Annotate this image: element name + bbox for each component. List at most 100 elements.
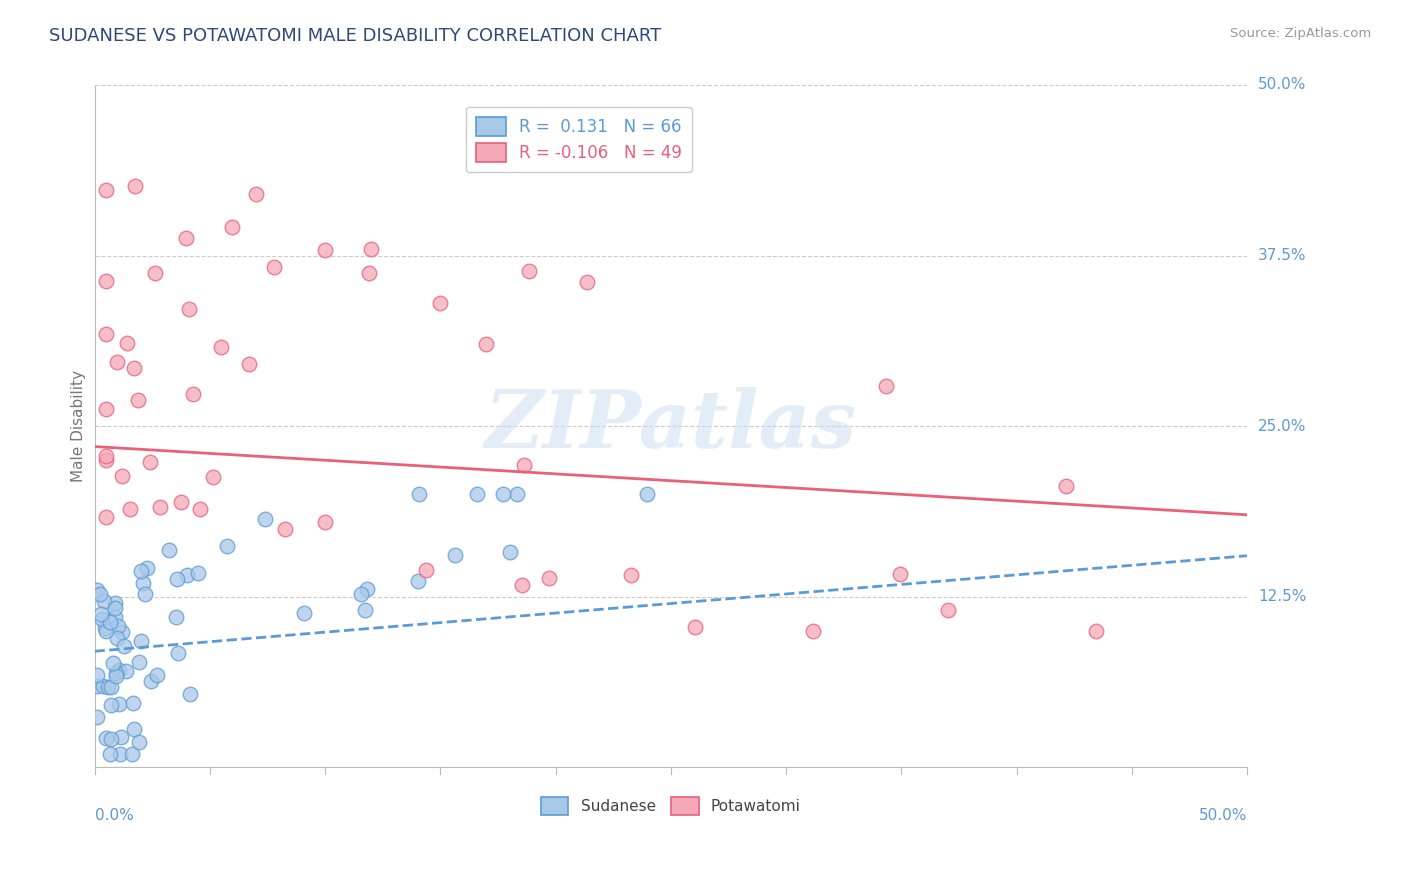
Point	[683, 620, 706, 634]
Point	[166, 609, 188, 624]
Point	[91, 612, 114, 626]
Point	[274, 522, 297, 536]
Point	[215, 539, 238, 553]
Point	[575, 275, 598, 289]
Point	[111, 625, 134, 640]
Point	[620, 568, 643, 582]
Point	[101, 656, 124, 670]
Point	[139, 673, 162, 688]
Point	[1054, 479, 1077, 493]
Point	[107, 619, 129, 633]
Point	[314, 243, 336, 257]
Point	[889, 567, 911, 582]
Point	[492, 487, 515, 501]
Point	[108, 747, 131, 761]
Point	[118, 501, 141, 516]
Text: SUDANESE VS POTAWATOMI MALE DISABILITY CORRELATION CHART: SUDANESE VS POTAWATOMI MALE DISABILITY C…	[49, 27, 661, 45]
Point	[111, 469, 134, 483]
Point	[510, 578, 533, 592]
Point	[238, 357, 260, 371]
Point	[107, 697, 129, 711]
Point	[121, 747, 143, 761]
Point	[112, 639, 135, 653]
Point	[429, 296, 451, 310]
Point	[96, 731, 118, 745]
Point	[353, 603, 375, 617]
Point	[86, 679, 108, 693]
Point	[537, 571, 560, 585]
Point	[94, 450, 117, 464]
Point	[91, 679, 114, 693]
Point	[179, 302, 201, 317]
Point	[90, 607, 112, 621]
Point	[103, 596, 125, 610]
Point	[174, 231, 197, 245]
Point	[86, 582, 108, 597]
Point	[1084, 624, 1107, 638]
Point	[201, 470, 224, 484]
Point	[86, 710, 108, 724]
Point	[131, 634, 153, 648]
Point	[517, 263, 540, 277]
Point	[104, 609, 127, 624]
Point	[105, 666, 128, 681]
Point	[170, 495, 193, 509]
Point	[245, 187, 267, 202]
Point	[100, 698, 122, 712]
Point	[209, 340, 232, 354]
Text: 0.0%: 0.0%	[94, 808, 134, 823]
Point	[128, 655, 150, 669]
Text: 37.5%: 37.5%	[1258, 248, 1306, 263]
Point	[94, 621, 117, 635]
Point	[122, 361, 145, 376]
Point	[187, 566, 209, 580]
Point	[124, 179, 146, 194]
Point	[121, 696, 143, 710]
Point	[117, 335, 139, 350]
Point	[94, 183, 117, 197]
Point	[936, 603, 959, 617]
Point	[100, 680, 122, 694]
Point	[356, 582, 378, 597]
Point	[465, 487, 488, 501]
Point	[166, 572, 188, 586]
Point	[129, 564, 152, 578]
Point	[801, 624, 824, 638]
Point	[135, 560, 157, 574]
Point	[127, 393, 149, 408]
Text: 50.0%: 50.0%	[1258, 78, 1306, 93]
Point	[98, 615, 121, 630]
Point	[157, 543, 180, 558]
Point	[146, 667, 169, 681]
Point	[98, 747, 121, 761]
Point	[134, 587, 156, 601]
Point	[349, 587, 371, 601]
Point	[263, 260, 285, 274]
Point	[143, 266, 166, 280]
Point	[188, 501, 211, 516]
Point	[475, 337, 498, 351]
Point	[181, 386, 204, 401]
Point	[221, 220, 243, 235]
Point	[105, 355, 128, 369]
Point	[636, 487, 658, 501]
Point	[314, 515, 336, 529]
Text: 50.0%: 50.0%	[1199, 808, 1247, 823]
Point	[105, 631, 128, 645]
Point	[506, 487, 529, 501]
Point	[875, 379, 897, 393]
Point	[94, 326, 117, 341]
Point	[104, 600, 127, 615]
Point	[179, 687, 201, 701]
Text: ZIPatlas: ZIPatlas	[485, 387, 856, 465]
Point	[93, 594, 115, 608]
Point	[97, 680, 120, 694]
Point	[115, 664, 138, 678]
Point	[254, 512, 277, 526]
Point	[294, 607, 316, 621]
Point	[110, 730, 132, 744]
Point	[86, 667, 108, 681]
Point	[131, 576, 153, 591]
Point	[94, 453, 117, 467]
Point	[443, 548, 465, 562]
